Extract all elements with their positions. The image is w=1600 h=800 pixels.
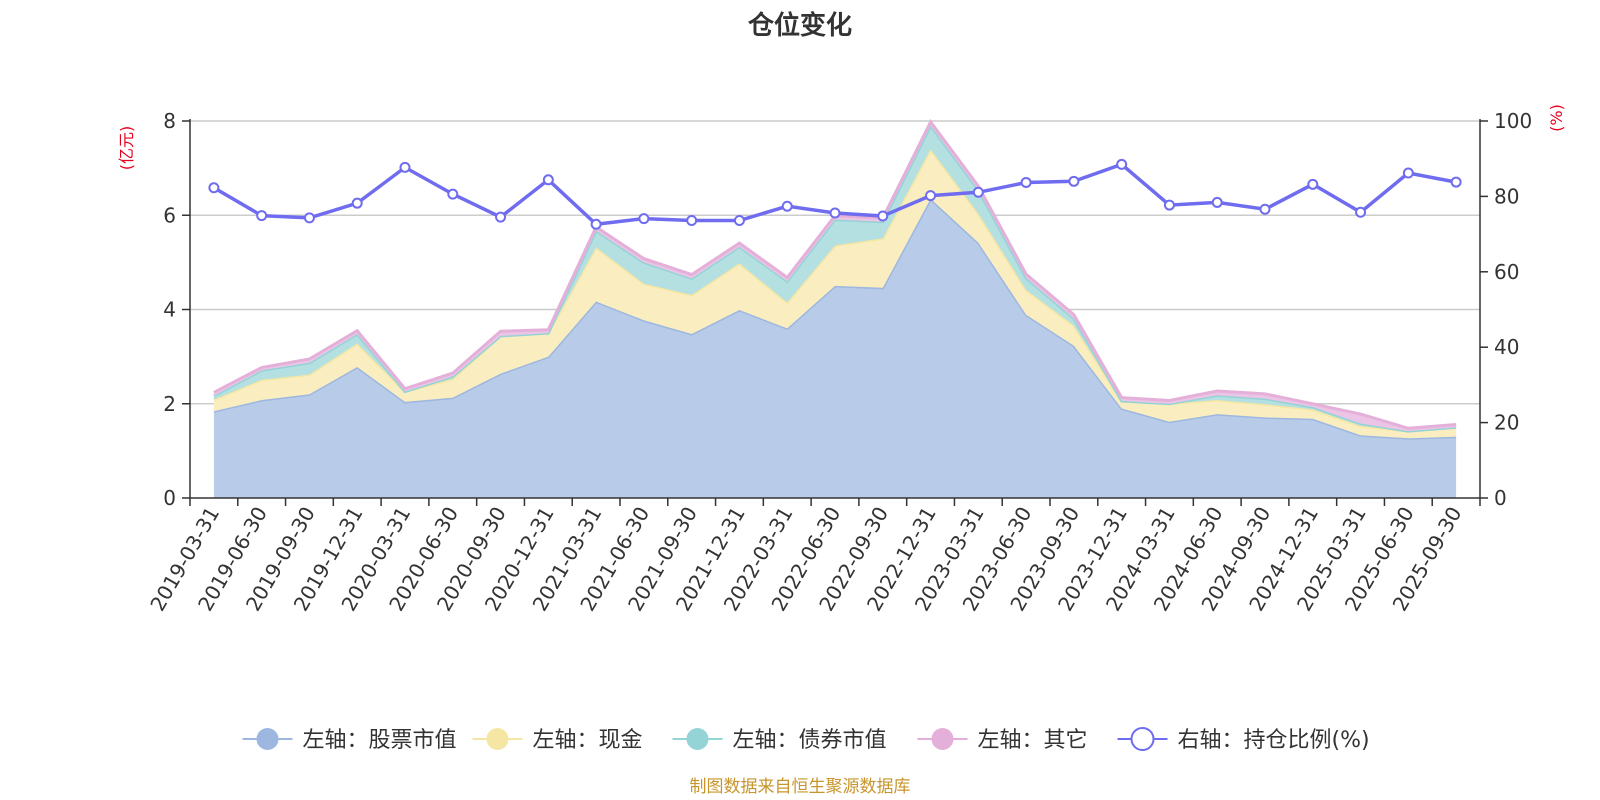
right-axis-tick-label: 40 — [1494, 335, 1519, 359]
ratio-point — [733, 215, 745, 227]
legend-label: 右轴：持仓比例(%) — [1178, 728, 1370, 753]
right-axis-tick-label: 80 — [1494, 184, 1519, 208]
legend-label: 左轴：股票市值 — [303, 728, 457, 753]
ratio-point — [208, 182, 220, 194]
legend-marker-icon — [686, 728, 709, 750]
ratio-point — [542, 174, 554, 186]
ratio-point — [495, 211, 507, 223]
legend[interactable]: 左轴：股票市值 左轴：现金 左轴：债券市值 左轴：其它 右轴：持仓比例(%) — [242, 727, 1370, 753]
source-note: 制图数据来自恒生聚源数据库 — [690, 777, 911, 797]
ratio-point — [781, 200, 793, 212]
ratio-point — [1259, 203, 1271, 215]
left-axis-tick-label: 4 — [163, 298, 176, 322]
ratio-point — [447, 188, 459, 200]
ratio-point — [399, 161, 411, 173]
right-axis-tick-label: 0 — [1494, 486, 1507, 510]
legend-item-3[interactable]: 左轴：债券市值 — [672, 728, 887, 753]
area-series-1 — [213, 198, 1457, 499]
legend-item-4[interactable]: 左轴：其它 — [917, 728, 1088, 753]
legend-label: 左轴：其它 — [978, 728, 1088, 753]
legend-label: 左轴：现金 — [533, 728, 643, 753]
chart-title: 仓位变化 — [747, 10, 852, 41]
legend-item-1[interactable]: 左轴：股票市值 — [242, 728, 457, 753]
legend-marker-icon — [256, 728, 279, 750]
ratio-point — [1116, 158, 1128, 170]
ratio-point — [972, 186, 984, 198]
right-axis-tick-label: 20 — [1494, 411, 1519, 435]
ratio-point — [1450, 176, 1462, 188]
ratio-point — [590, 218, 602, 230]
ratio-point — [1163, 199, 1175, 211]
ratio-point — [877, 210, 889, 222]
right-axis-tick-label: 100 — [1494, 109, 1532, 133]
left-axis-tick-label: 6 — [163, 203, 176, 227]
ratio-point — [1402, 167, 1414, 179]
legend-label: 左轴：债券市值 — [733, 728, 887, 753]
ratio-point — [303, 212, 315, 224]
ratio-point — [1068, 175, 1080, 187]
ratio-point — [256, 210, 268, 222]
legend-marker-icon — [1130, 727, 1155, 751]
left-axis-unit: (亿元) — [117, 126, 136, 171]
legend-marker-icon — [486, 728, 509, 750]
right-axis-tick-label: 60 — [1494, 260, 1519, 284]
right-axis-unit: (%) — [1547, 104, 1566, 132]
ratio-point — [1355, 206, 1367, 218]
legend-item-5[interactable]: 右轴：持仓比例(%) — [1117, 727, 1370, 753]
ratio-point — [638, 213, 650, 225]
ratio-point — [1211, 196, 1223, 208]
ratio-point — [925, 190, 937, 202]
ratio-point — [686, 215, 698, 227]
ratio-point — [351, 197, 363, 209]
ratio-line — [208, 158, 1462, 230]
legend-item-2[interactable]: 左轴：现金 — [472, 728, 643, 753]
ratio-point — [1307, 178, 1319, 190]
left-axis-tick-label: 2 — [163, 392, 176, 416]
left-axis-tick-label: 8 — [163, 109, 176, 133]
ratio-point — [829, 207, 841, 219]
ratio-point — [1020, 176, 1032, 188]
left-axis-tick-label: 0 — [163, 486, 176, 510]
legend-marker-icon — [931, 728, 954, 750]
